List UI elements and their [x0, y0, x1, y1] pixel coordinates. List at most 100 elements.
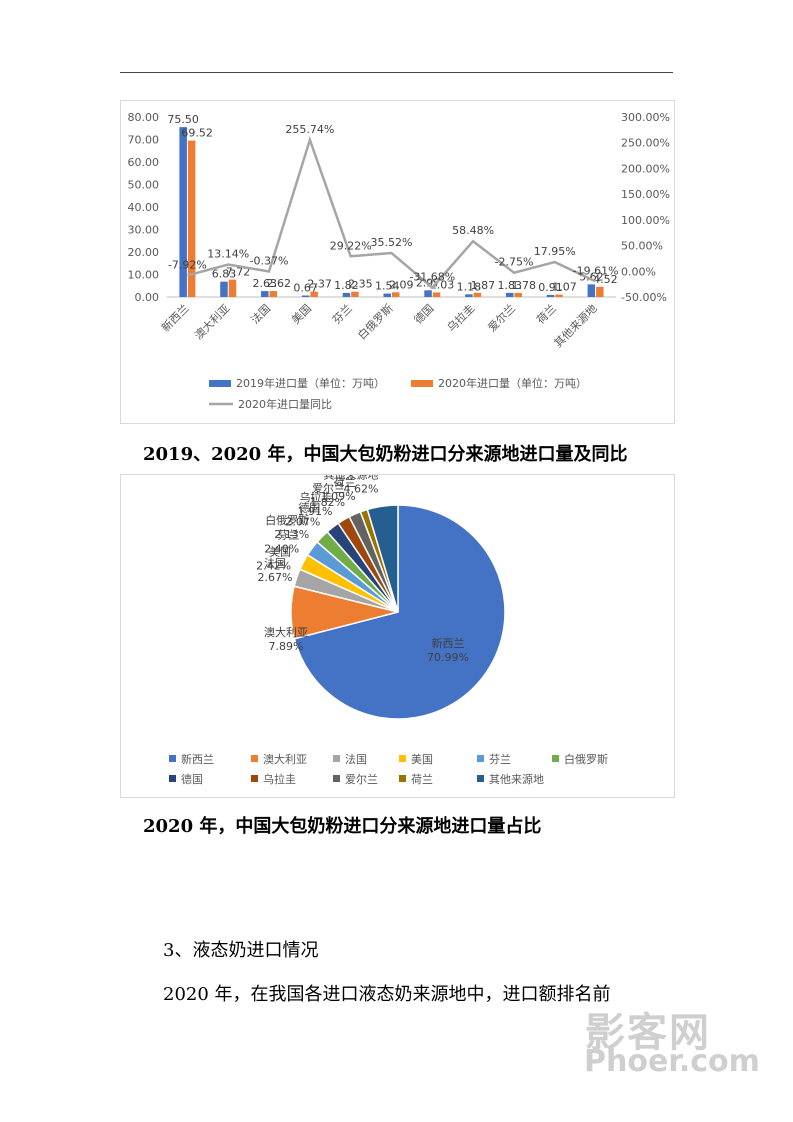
y-right-tick-label: 300.00% — [621, 111, 670, 124]
bar-chart-caption: 2019、2020 年，中国大包奶粉进口分来源地进口量及同比 — [143, 444, 628, 465]
yoy-data-label: -31.68% — [409, 271, 455, 284]
bar-2019 — [546, 294, 555, 297]
pie-category-label: 法国 — [264, 556, 286, 570]
bar-2020 — [310, 291, 318, 297]
bar-2020 — [432, 292, 441, 297]
bar-2019-data-label: 2.63 — [253, 277, 278, 290]
bar-2019-data-label: 75.50 — [167, 113, 199, 126]
bar-2020-data-label: 1.07 — [552, 281, 577, 294]
bar-2019-data-label: 1.83 — [497, 279, 522, 292]
pie-value-label: 2.07% — [285, 516, 320, 529]
x-category-label: 乌拉圭 — [444, 301, 477, 334]
pie-legend-label: 芬兰 — [489, 753, 511, 766]
y-left-tick-label: 60.00 — [128, 156, 160, 169]
y-left-tick-label: 0.00 — [135, 291, 160, 304]
bar-2019 — [342, 292, 351, 297]
pie-legend-label: 新西兰 — [181, 752, 214, 766]
bar-2019-data-label: 6.83 — [212, 268, 237, 281]
x-category-label: 法国 — [248, 301, 273, 326]
bar-2020-data-label: 1.78 — [511, 279, 536, 292]
pie-legend-swatch — [251, 775, 258, 782]
bar-2019 — [465, 294, 473, 297]
pie-chart-caption: 2020 年，中国大包奶粉进口分来源地进口量占比 — [143, 816, 542, 837]
bar-2020-data-label: 2.37 — [307, 278, 332, 291]
pie-slice — [293, 504, 506, 720]
x-category-label: 美国 — [289, 302, 314, 327]
pie-category-label: 乌拉圭 — [299, 490, 332, 504]
bar-2019 — [383, 293, 391, 297]
pie-legend-swatch — [399, 775, 406, 782]
yoy-data-label: 29.22% — [330, 239, 372, 252]
x-category-label: 其他来源地 — [551, 301, 600, 350]
x-category-label: 爱尔兰 — [486, 302, 519, 335]
pie-value-label: 2.42% — [256, 559, 291, 572]
bar-line-chart-frame: 0.00 10.00 20.00 30.00 40.00 50.00 60.00 70.00 8… — [120, 100, 675, 424]
pie-slice — [366, 504, 399, 613]
bar-2020-data-label: 4.52 — [593, 273, 618, 286]
bar-2019 — [261, 291, 269, 297]
bar-2020 — [596, 286, 604, 297]
watermark-logo-text: 影客网 — [585, 1010, 711, 1056]
pie-legend-swatch — [552, 755, 559, 762]
y-left-tick-label: 10.00 — [128, 269, 160, 282]
bar-2019 — [587, 284, 596, 297]
y-left-tick-label: 20.00 — [128, 246, 160, 259]
pie-legend-label: 白俄罗斯 — [564, 752, 608, 766]
yoy-line — [187, 135, 597, 290]
pie-value-label: 2.13% — [274, 528, 309, 541]
pie-category-label: 荷兰 — [334, 476, 356, 489]
bar-2019-data-label: 0.67 — [293, 281, 318, 294]
bar-2020 — [269, 291, 278, 297]
x-category-label: 澳大利亚 — [191, 301, 232, 342]
pie-value-label: 70.99% — [427, 651, 469, 664]
pie-legend-label: 爱尔兰 — [345, 773, 378, 786]
bar-2020 — [187, 140, 196, 297]
bar-2019-data-label: 5.62 — [579, 270, 604, 283]
legend-label-2019: 2019年进口量（单位：万吨） — [236, 376, 385, 390]
y-right-tick-label: 100.00% — [621, 214, 670, 227]
bar-2020 — [473, 292, 482, 297]
bar-2020 — [351, 291, 359, 297]
pie-value-label: 1.09% — [321, 490, 356, 503]
y-right-tick-label: 150.00% — [621, 188, 670, 201]
x-category-label: 德国 — [411, 301, 436, 326]
y-right-tick-label: 250.00% — [621, 137, 670, 150]
yoy-data-label: 58.48% — [452, 224, 494, 237]
pie-chart-frame: 新西兰 70.99% 澳大利亚 7.89% 法国 2.67% 美国 2.42% 芬兰 2.40% 白… — [120, 467, 675, 798]
watermark-domain: Phoer.com — [584, 1044, 760, 1079]
bar-2019-data-label: 1.82 — [334, 279, 359, 292]
yoy-data-label: 13.14% — [207, 248, 249, 261]
pie-legend-label: 德国 — [181, 772, 203, 786]
y-left-tick-label: 30.00 — [128, 224, 160, 237]
pie-chart: 新西兰70.99%澳大利亚7.89%法国2.67%美国2.42%芬兰2.40%白… — [169, 467, 608, 786]
pie-category-label: 爱尔兰 — [312, 482, 345, 495]
pie-legend-swatch — [399, 755, 406, 762]
pie-category-label: 美国 — [269, 545, 291, 558]
pie-value-label: 4.62% — [344, 482, 379, 495]
pie-legend-label: 美国 — [411, 753, 433, 766]
legend-swatch-2019 — [209, 380, 231, 387]
pie-value-label: 1.91% — [297, 505, 332, 518]
bar-2020-data-label: 2.09 — [389, 278, 414, 291]
legend-swatch-2020 — [411, 380, 433, 387]
bar-2019-data-label: 1.54 — [375, 280, 400, 293]
pie-legend-label: 澳大利亚 — [263, 752, 307, 766]
y-right-tick-label: 200.00% — [621, 162, 670, 175]
y-right-tick-label: -50.00% — [621, 291, 667, 304]
pie-category-label: 其他来源地 — [323, 475, 378, 481]
bar-2020 — [555, 294, 563, 297]
bar-2019 — [220, 281, 228, 297]
bar-2019 — [505, 292, 514, 297]
bar-line-chart: 0.00 10.00 20.00 30.00 40.00 50.00 60.00 70.00 8… — [128, 111, 670, 411]
body-paragraph: 2020 年，在我国各进口液态奶来源地中，进口额排名前 — [163, 984, 611, 1005]
bar-2019 — [301, 295, 310, 297]
yoy-data-label: -0.37% — [250, 254, 289, 267]
section-heading: 3、液态奶进口情况 — [163, 940, 319, 961]
pie-legend-label: 其他来源地 — [489, 772, 544, 786]
pie-legend-swatch — [333, 775, 340, 782]
y-right-tick-label: 50.00% — [621, 240, 663, 253]
bar-2020 — [514, 292, 522, 297]
x-category-label: 荷兰 — [534, 302, 559, 327]
bar-2019-data-label: 1.18 — [457, 280, 482, 293]
pie-legend-swatch — [477, 775, 484, 782]
